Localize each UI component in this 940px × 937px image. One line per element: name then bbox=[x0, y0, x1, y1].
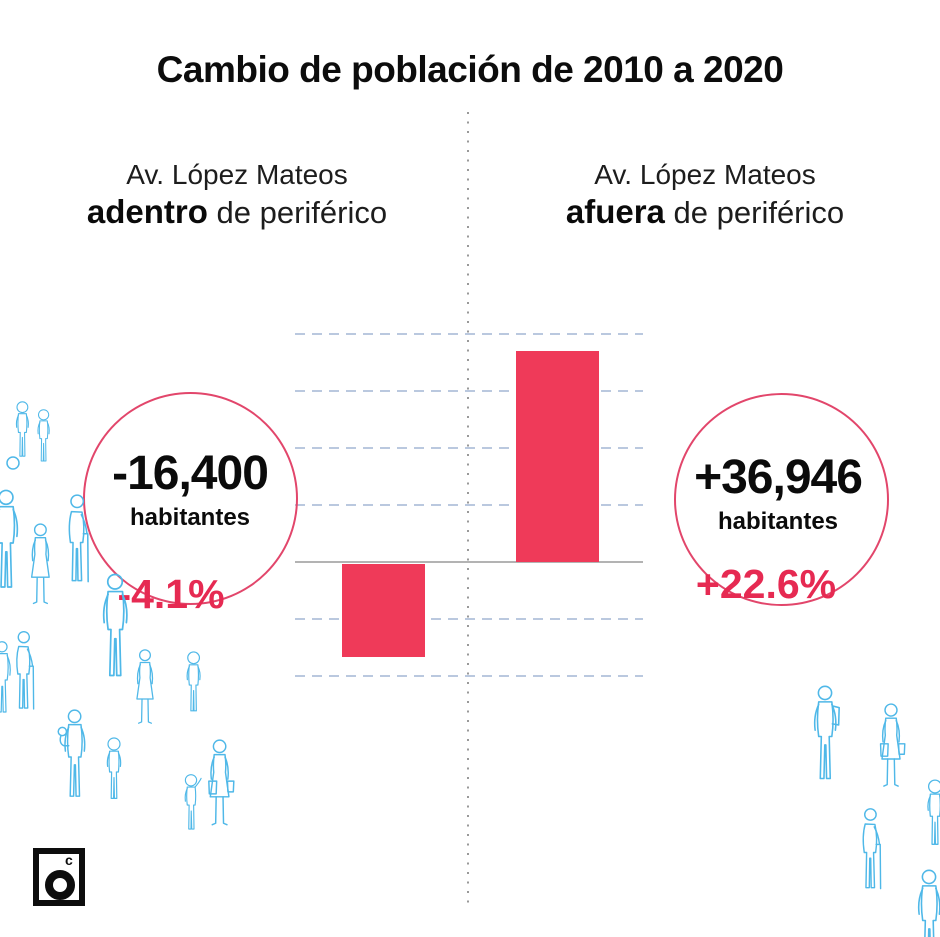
bar-chart bbox=[295, 327, 643, 679]
gridline-40000 bbox=[295, 333, 643, 335]
bar-adentro bbox=[341, 564, 425, 658]
header-adentro: Av. López Mateos adentro de periférico bbox=[12, 158, 462, 231]
gridline-20000 bbox=[295, 447, 643, 449]
bar-afuera bbox=[515, 351, 599, 562]
stat-afuera-value: +36,946 bbox=[694, 451, 863, 504]
header-afuera: Av. López Mateos afuera de periférico bbox=[480, 158, 930, 231]
logo-ring-icon bbox=[45, 870, 75, 900]
stat-adentro: -16,400 habitantes bbox=[58, 450, 322, 532]
person-carrying-baby bbox=[58, 710, 84, 796]
highlight-circle-afuera bbox=[674, 393, 889, 606]
gridline-10000 bbox=[295, 504, 643, 506]
stat-adentro-value: -16,400 bbox=[112, 447, 269, 500]
logo-mark: c bbox=[33, 848, 85, 906]
person-kid-2 bbox=[37, 409, 50, 462]
logo-superscript: c bbox=[65, 852, 73, 868]
person-partial-right bbox=[927, 779, 940, 845]
header-adentro-line2: adentro de periférico bbox=[12, 192, 462, 232]
stat-adentro-percent: -4.1% bbox=[117, 571, 225, 617]
header-adentro-rest: de periférico bbox=[216, 194, 388, 230]
person-backpack-man bbox=[815, 686, 839, 778]
ball-icon bbox=[6, 456, 20, 470]
center-divider-dotted-line bbox=[467, 112, 469, 909]
gridline-30000 bbox=[295, 390, 643, 392]
stat-afuera: +36,946 habitantes bbox=[646, 454, 910, 536]
person-kid-with-ball bbox=[15, 401, 29, 457]
person-woman-bags-right bbox=[881, 704, 905, 786]
zero-axis bbox=[295, 561, 643, 563]
person-elderly-cane-right bbox=[862, 808, 882, 890]
person-partial-left bbox=[0, 489, 19, 588]
header-afuera-line2: afuera de periférico bbox=[480, 192, 930, 232]
person-walking-child bbox=[106, 737, 122, 800]
gridline--10000 bbox=[295, 618, 643, 620]
stat-afuera-unit: habitantes bbox=[717, 508, 839, 535]
header-afuera-emphasis: afuera bbox=[565, 192, 665, 230]
header-adentro-emphasis: adentro bbox=[86, 192, 208, 230]
person-mom-with-bag bbox=[209, 740, 234, 825]
header-afuera-rest: de periférico bbox=[673, 194, 845, 230]
gridline--20000 bbox=[295, 675, 643, 677]
header-afuera-line1: Av. López Mateos bbox=[594, 159, 816, 190]
stat-afuera-percent: +22.6% bbox=[695, 561, 837, 607]
person-boy bbox=[186, 651, 201, 712]
person-elderly-cane-bottom-left bbox=[16, 630, 35, 710]
stat-adentro-unit: habitantes bbox=[129, 504, 251, 531]
person-partial-bottom-left bbox=[0, 641, 11, 713]
person-toddler bbox=[184, 774, 202, 830]
page-title: Cambio de población de 2010 a 2020 bbox=[156, 49, 784, 90]
person-hoodie-bottom-right bbox=[917, 869, 940, 937]
person-woman-dress bbox=[136, 649, 154, 724]
header-adentro-line1: Av. López Mateos bbox=[126, 159, 348, 190]
